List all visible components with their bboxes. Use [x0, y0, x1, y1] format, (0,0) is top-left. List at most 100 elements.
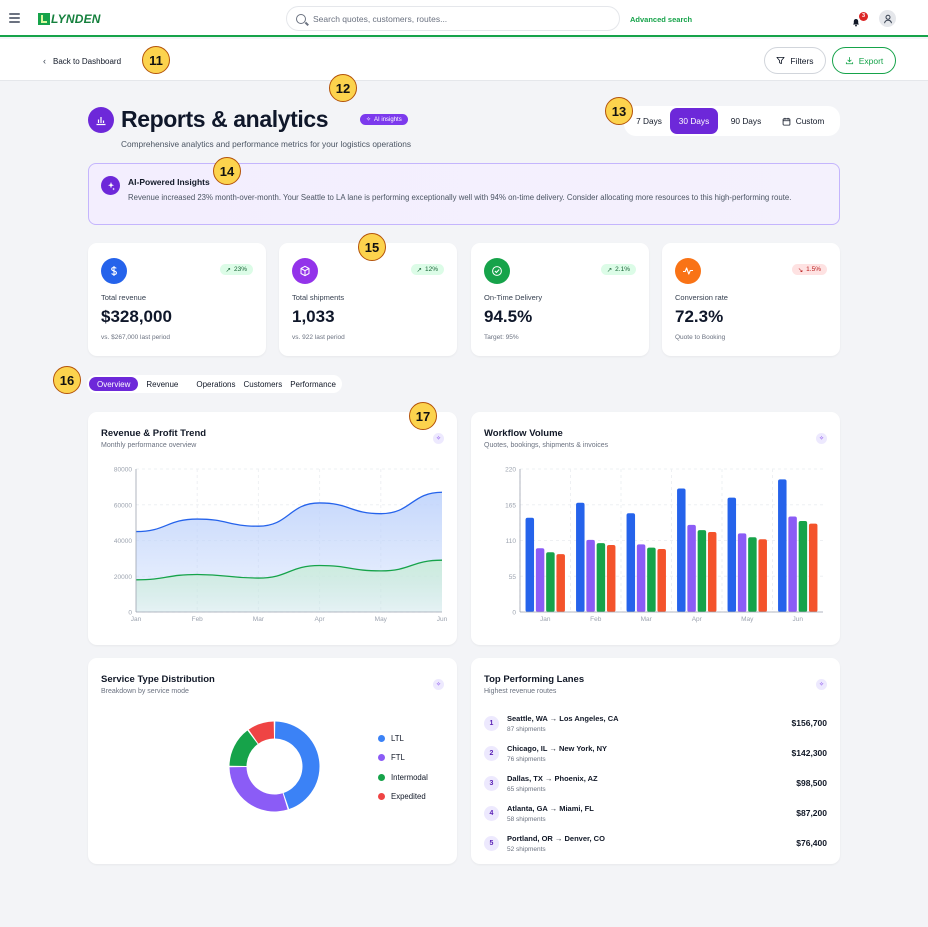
bar — [556, 554, 565, 612]
trend-badge: ↗ 12% — [410, 264, 444, 275]
bar — [647, 547, 656, 612]
bar — [707, 532, 717, 612]
y-tick-label: 220 — [505, 467, 516, 474]
lane-rank: 1 — [484, 716, 499, 731]
legend-label: FTL — [391, 752, 405, 762]
stat-card-on-time[interactable]: ↗ 2.1% On-Time Delivery 94.5% Target: 95% — [471, 243, 649, 356]
service-type-donut — [229, 721, 320, 812]
lane-route: Seattle, WA → Los Angeles, CA — [507, 714, 619, 723]
card-title: Top Performing Lanes — [484, 674, 585, 685]
search-bar[interactable] — [286, 6, 620, 31]
stat-label: Total revenue — [101, 293, 147, 302]
x-tick-label: Jun — [437, 616, 448, 623]
stat-value: $328,000 — [101, 307, 172, 326]
annotation-marker: 12 — [329, 74, 357, 102]
card-title: Workflow Volume — [484, 428, 563, 439]
series-line-1 — [135, 491, 443, 533]
lane-shipments: 65 shipments — [507, 786, 546, 793]
tab-operations[interactable]: Operations — [196, 379, 236, 389]
donut-slice-ftl — [229, 766, 288, 812]
page-title: Reports & analytics — [121, 106, 329, 132]
lane-row[interactable]: 3 Dallas, TX → Phoenix, AZ 65 shipments … — [484, 772, 827, 798]
lane-route: Portland, OR → Denver, CO — [507, 834, 605, 843]
workflow-volume-chart: 0 55 110 165 220 Jan Feb Mar Apr May Jun — [505, 467, 823, 623]
stat-card-shipments[interactable]: ↗ 12% Total shipments 1,033 vs. 922 last … — [279, 243, 457, 356]
logo[interactable]: LYNDEN — [38, 11, 101, 26]
y-tick-label: 20000 — [114, 574, 132, 581]
trend-value: 23% — [233, 266, 247, 273]
bar — [576, 502, 585, 612]
activity-icon — [675, 258, 701, 284]
range-custom[interactable]: Custom — [774, 108, 832, 134]
lane-row[interactable]: 5 Portland, OR → Denver, CO 52 shipments… — [484, 832, 827, 858]
tab-performance[interactable]: Performance — [290, 379, 336, 389]
annotation-marker: 13 — [605, 97, 633, 125]
trend-badge: ↘ 1.5% — [791, 264, 827, 275]
sparkle-icon — [101, 176, 120, 195]
insights-title: AI-Powered Insights — [128, 177, 210, 187]
dollar-icon — [101, 258, 127, 284]
lane-row[interactable]: 4 Atlanta, GA → Miami, FL 58 shipments $… — [484, 802, 827, 828]
lane-route: Dallas, TX → Phoenix, AZ — [507, 774, 598, 783]
bar — [788, 516, 797, 612]
lane-route: Atlanta, GA → Miami, FL — [507, 804, 594, 813]
bell-icon[interactable] — [851, 14, 861, 27]
ai-sparkle-icon[interactable]: ✧ — [816, 679, 827, 690]
lane-revenue: $142,300 — [791, 748, 827, 758]
y-tick-label: 0 — [128, 610, 132, 617]
bar — [778, 479, 787, 612]
advanced-search-link[interactable]: Advanced search — [630, 15, 693, 24]
filter-icon — [776, 56, 785, 65]
stat-label: Total shipments — [292, 293, 345, 302]
stat-subtext: Quote to Booking — [675, 334, 726, 341]
y-tick-label: 55 — [509, 574, 517, 581]
x-tick-label: Jan — [540, 616, 551, 623]
bar — [687, 524, 696, 612]
tab-customers[interactable]: Customers — [243, 379, 283, 389]
card-title: Service Type Distribution — [101, 674, 215, 685]
lane-row[interactable]: 1 Seattle, WA → Los Angeles, CA 87 shipm… — [484, 712, 827, 738]
ai-insights-badge[interactable]: ✧ AI insights — [360, 114, 408, 125]
calendar-icon — [782, 117, 791, 126]
range-30-days[interactable]: 30 Days — [670, 108, 718, 134]
filters-button[interactable]: Filters — [764, 47, 826, 74]
bar — [535, 548, 545, 612]
donut-slice-expedited — [248, 721, 275, 744]
lane-rank: 3 — [484, 776, 499, 791]
search-input[interactable] — [313, 13, 593, 24]
ai-sparkle-icon[interactable]: ✧ — [433, 433, 444, 444]
x-tick-label: May — [375, 616, 388, 623]
tab-overview[interactable]: Overview — [89, 377, 139, 391]
lane-rank: 5 — [484, 836, 499, 851]
tab-revenue[interactable]: Revenue — [146, 379, 179, 389]
range-90-days[interactable]: 90 Days — [730, 116, 762, 126]
legend-swatch — [378, 773, 385, 781]
bar — [727, 497, 737, 612]
search-icon — [296, 13, 306, 24]
x-tick-label: Jun — [793, 616, 804, 623]
lane-rank: 2 — [484, 746, 499, 761]
menu-icon[interactable] — [9, 13, 20, 25]
export-button[interactable]: Export — [832, 47, 896, 74]
stat-card-conversion[interactable]: ↘ 1.5% Conversion rate 72.3% Quote to Boo… — [662, 243, 840, 356]
stat-subtext: vs. $267,000 last period — [101, 334, 171, 341]
legend-swatch — [378, 734, 385, 742]
y-tick-label: 60000 — [114, 502, 132, 509]
range-7-days[interactable]: 7 Days — [636, 116, 662, 126]
ai-sparkle-icon[interactable]: ✧ — [433, 679, 444, 690]
back-to-dashboard-link[interactable]: ‹ Back to Dashboard — [43, 56, 121, 66]
trend-value: 12% — [424, 266, 438, 273]
x-tick-label: Jan — [131, 616, 142, 623]
stat-card-revenue[interactable]: ↗ 23% Total revenue $328,000 vs. $267,000… — [88, 243, 266, 356]
page-subtitle: Comprehensive analytics and performance … — [121, 139, 412, 149]
lane-row[interactable]: 2 Chicago, IL → New York, NY 76 shipment… — [484, 742, 827, 768]
donut-slice-ltl — [274, 721, 320, 810]
logo-mark — [38, 12, 50, 25]
avatar[interactable] — [879, 10, 896, 27]
legend-label: LTL — [391, 733, 404, 743]
trend-badge: ↗ 23% — [219, 264, 253, 275]
x-tick-label: May — [741, 616, 754, 623]
x-tick-label: Feb — [192, 616, 204, 623]
legend-label: Intermodal — [391, 772, 428, 782]
ai-sparkle-icon[interactable]: ✧ — [816, 433, 827, 444]
